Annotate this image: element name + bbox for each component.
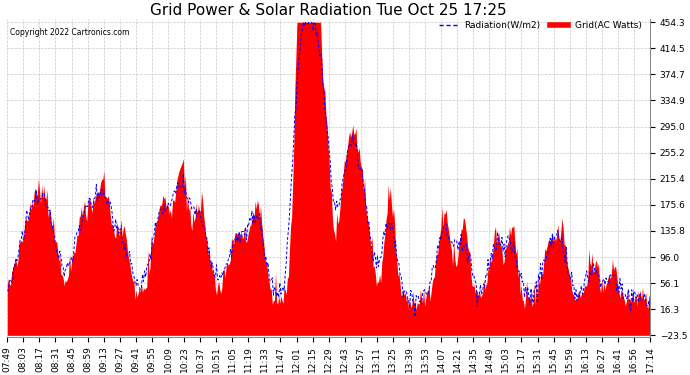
Title: Grid Power & Solar Radiation Tue Oct 25 17:25: Grid Power & Solar Radiation Tue Oct 25 … (150, 3, 507, 18)
Text: Copyright 2022 Cartronics.com: Copyright 2022 Cartronics.com (10, 28, 130, 38)
Legend: Radiation(W/m2), Grid(AC Watts): Radiation(W/m2), Grid(AC Watts) (435, 17, 645, 33)
